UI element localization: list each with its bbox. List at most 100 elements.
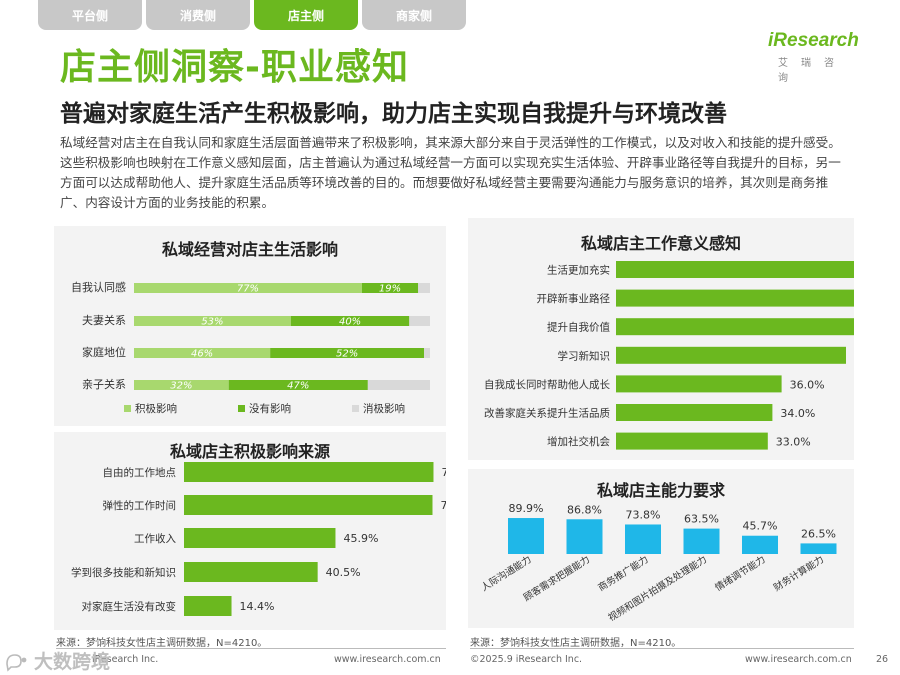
meaning-bar bbox=[616, 404, 773, 421]
sources-value-label: 75.3% bbox=[440, 499, 446, 512]
source-note-left: 来源：梦饷科技女性店主调研数据，N=4210。 bbox=[56, 638, 268, 649]
sources-value-label: 40.5% bbox=[326, 566, 361, 579]
impact-data-label: 40% bbox=[339, 317, 361, 328]
sources-bar bbox=[184, 462, 434, 482]
abilities-category-label: 商务推广能力 bbox=[596, 553, 651, 593]
watermark: 大数跨境 bbox=[4, 647, 110, 674]
meaning-bar bbox=[616, 261, 854, 278]
impact-chart-panel: 私域经营对店主生活影响 自我认同感 77% 19% 夫妻关系 53% 40% 家庭地位 46%… bbox=[54, 226, 446, 426]
abilities-chart-panel: 私域店主能力要求 89.9% 人际沟通能力 86.8% 顾客需求把握能力 73.8% 商务… bbox=[468, 469, 854, 628]
impact-legend-swatch bbox=[352, 405, 359, 412]
meaning-category-label: 生活更加充实 bbox=[547, 264, 610, 277]
impact-bar-none bbox=[361, 283, 419, 293]
footer-url-right[interactable]: www.iresearch.com.cn bbox=[745, 654, 852, 665]
watermark-logo-icon bbox=[6, 653, 27, 672]
impact-bar-positive bbox=[134, 283, 362, 293]
impact-data-label: 52% bbox=[336, 349, 358, 360]
impact-data-label: 53% bbox=[201, 317, 223, 328]
tab-merchant[interactable]: 商家侧 bbox=[362, 0, 466, 30]
watermark-text: 大数跨境 bbox=[34, 651, 111, 673]
page-subtitle: 普遍对家庭生活产生积极影响，助力店主实现自我提升与环境改善 bbox=[60, 101, 727, 127]
tab-shopowner[interactable]: 店主侧 bbox=[254, 0, 358, 30]
impact-category-label: 自我认同感 bbox=[71, 281, 126, 294]
impact-bar-none bbox=[228, 380, 368, 390]
meaning-bar bbox=[616, 375, 782, 393]
meaning-bar bbox=[616, 318, 854, 336]
meaning-value-label: 36.0% bbox=[790, 378, 825, 391]
sources-bar bbox=[184, 495, 433, 515]
footer-divider-left bbox=[56, 648, 446, 649]
meaning-category-label: 增加社交机会 bbox=[547, 435, 610, 448]
meaning-value-label: 33.0% bbox=[776, 436, 811, 449]
impact-data-label: 47% bbox=[287, 381, 309, 392]
page-title: 店主侧洞察-职业感知 bbox=[60, 47, 409, 88]
sources-category-label: 工作收入 bbox=[134, 532, 176, 545]
impact-legend-label: 积极影响 bbox=[135, 402, 177, 415]
footer-url-left[interactable]: www.iresearch.com.cn bbox=[334, 654, 441, 665]
sources-bar bbox=[184, 562, 318, 582]
impact-category-label: 夫妻关系 bbox=[82, 313, 126, 327]
impact-legend-label: 消极影响 bbox=[363, 402, 405, 415]
sources-category-label: 自由的工作地点 bbox=[103, 466, 177, 479]
body-paragraph: 私域经营对店主在自我认同和家庭生活层面普遍带来了积极影响，其来源大部分来自于灵活… bbox=[60, 135, 841, 210]
abilities-chart: 89.9%人际沟通能力86.8%顾客需求把握能力73.8%商务推广能力63.5%… bbox=[479, 502, 837, 624]
impact-chart: 自我认同感 77% 19% 夫妻关系 53% 40% 家庭地位 46% 52% 亲子关系 32% 47… bbox=[71, 281, 430, 415]
sources-bar bbox=[184, 528, 336, 548]
abilities-value-label: 45.7% bbox=[743, 520, 778, 533]
abilities-value-label: 89.9% bbox=[509, 502, 544, 515]
meaning-category-label: 开辟新事业路径 bbox=[537, 292, 611, 305]
sources-category-label: 学到很多技能和新知识 bbox=[71, 566, 176, 579]
impact-bar-negative bbox=[409, 316, 430, 326]
meaning-value-label: 34.0% bbox=[780, 407, 815, 420]
tab-consumer[interactable]: 消费侧 bbox=[146, 0, 250, 30]
source-note-right: 来源：梦饷科技女性店主调研数据，N=4210。 bbox=[470, 638, 682, 649]
abilities-category-label: 情绪调节能力 bbox=[713, 553, 768, 593]
abilities-bar bbox=[742, 535, 778, 554]
impact-category-label: 亲子关系 bbox=[82, 377, 126, 391]
impact-legend-label: 没有影响 bbox=[249, 402, 291, 415]
meaning-chart: 生活更加充实67.0%开辟新事业路径61.0%提升自我价值55.0%学习新知识5… bbox=[484, 261, 854, 450]
abilities-bar bbox=[625, 524, 661, 554]
abilities-category-label: 视频和图片拍摄及处理能力 bbox=[606, 553, 709, 624]
footer-copyright-right: ©2025.9 iResearch Inc. bbox=[470, 654, 583, 665]
sources-chart: 自由的工作地点 75.6% 弹性的工作时间 75.3% 工作收入 45.9% 学到很多技能和… bbox=[71, 462, 446, 616]
impact-legend-swatch bbox=[124, 405, 131, 412]
meaning-category-label: 自我成长同时帮助他人成长 bbox=[484, 378, 610, 391]
sources-chart-title: 私域店主积极影响来源 bbox=[169, 442, 330, 461]
impact-bar-positive bbox=[134, 380, 229, 390]
page-number: 26 bbox=[876, 654, 889, 665]
abilities-bar bbox=[566, 519, 603, 554]
logo-subtext: 艾瑞咨询 bbox=[778, 58, 847, 84]
meaning-chart-panel: 私域店主工作意义感知 生活更加充实67.0%开辟新事业路径61.0%提升自我价值… bbox=[468, 218, 854, 460]
impact-bar-positive bbox=[134, 348, 271, 358]
abilities-value-label: 63.5% bbox=[684, 513, 719, 526]
impact-bar-negative bbox=[424, 348, 430, 358]
abilities-category-label: 人际沟通能力 bbox=[479, 553, 534, 593]
abilities-value-label: 86.8% bbox=[567, 503, 602, 516]
meaning-bar bbox=[616, 289, 854, 307]
impact-data-label: 46% bbox=[191, 349, 213, 360]
impact-data-label: 32% bbox=[170, 381, 192, 392]
impact-bar-positive bbox=[134, 316, 291, 326]
meaning-chart-title: 私域店主工作意义感知 bbox=[580, 234, 741, 253]
abilities-bar bbox=[508, 518, 544, 554]
abilities-bar bbox=[683, 528, 720, 554]
abilities-value-label: 26.5% bbox=[801, 527, 836, 540]
iresearch-logo: iResearch 艾瑞咨询 bbox=[768, 30, 868, 84]
impact-chart-title: 私域经营对店主生活影响 bbox=[161, 240, 338, 259]
sources-chart-panel: 私域店主积极影响来源 自由的工作地点 75.6% 弹性的工作时间 75.3% 工作收入 4… bbox=[54, 432, 446, 630]
impact-bar-none bbox=[290, 316, 410, 326]
impact-data-label: 19% bbox=[379, 284, 401, 295]
impact-legend-swatch bbox=[238, 405, 245, 412]
abilities-value-label: 73.8% bbox=[626, 508, 661, 521]
abilities-chart-title: 私域店主能力要求 bbox=[596, 481, 725, 500]
meaning-category-label: 改善家庭关系提升生活品质 bbox=[484, 407, 610, 420]
impact-data-label: 77% bbox=[237, 284, 259, 295]
tab-platform[interactable]: 平台侧 bbox=[38, 0, 142, 30]
meaning-category-label: 提升自我价值 bbox=[547, 321, 610, 334]
sources-category-label: 弹性的工作时间 bbox=[103, 499, 177, 512]
logo-wordmark: iResearch bbox=[768, 30, 859, 51]
impact-bar-negative bbox=[367, 380, 430, 390]
impact-category-label: 家庭地位 bbox=[82, 345, 126, 359]
sources-value-label: 75.6% bbox=[441, 466, 446, 479]
